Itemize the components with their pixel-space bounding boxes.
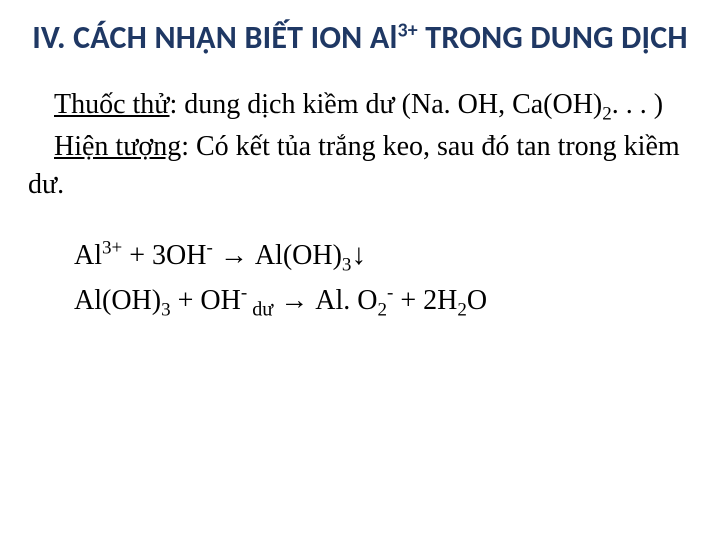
eq2-du-sub: dư: [247, 299, 273, 321]
eq2-rhs-a-sub: 2: [377, 300, 387, 321]
title-superscript: 3+: [398, 18, 418, 42]
eq2-rhs-b: + 2H: [393, 285, 457, 316]
reagent-paragraph: Thuốc thử: dung dịch kiềm dư (Na. OH, Ca…: [28, 86, 692, 124]
eq2-lhs-a-sub: 3: [161, 300, 171, 321]
eq1-lhs-a: Al: [74, 240, 102, 271]
equations-block: Al3+ + 3OH- → Al(OH)3↓ Al(OH)3 + OH- dư …: [28, 233, 692, 325]
eq2-lhs-a: Al(OH): [74, 285, 161, 316]
phenomenon-label: Hiện tượng: [54, 131, 181, 162]
eq2-rhs-a: Al. O: [315, 285, 377, 316]
phenomenon-paragraph: Hiện tượng: Có kết tủa trắng keo, sau đó…: [28, 128, 692, 204]
slide: IV. CÁCH NHẬN BIẾT ION Al3+ TRONG DUNG D…: [0, 0, 720, 540]
reagent-text-b: . . . ): [612, 89, 663, 120]
eq1-lhs-a-sup: 3+: [102, 238, 122, 259]
reagent-text-a: : dung dịch kiềm dư (Na. OH, Ca(OH): [170, 89, 603, 120]
title-text-post: TRONG DUNG DỊCH: [418, 18, 688, 57]
title-text-pre: IV. CÁCH NHẬN BIẾT ION Al: [32, 18, 397, 57]
eq1-rhs-a: Al(OH): [255, 240, 342, 271]
slide-body: Thuốc thử: dung dịch kiềm dư (Na. OH, Ca…: [28, 86, 692, 326]
eq2-rhs-c: O: [467, 285, 487, 316]
eq1-lhs-b: + 3OH: [122, 240, 206, 271]
eq2-arrow: →: [273, 285, 315, 316]
equation-1: Al3+ + 3OH- → Al(OH)3↓: [28, 233, 692, 279]
reagent-label: Thuốc thử: [54, 89, 170, 120]
eq2-rhs-b-sub: 2: [457, 300, 467, 321]
eq1-down-arrow: ↓: [351, 239, 366, 271]
reagent-sub: 2: [602, 104, 612, 125]
eq1-rhs-a-sub: 3: [342, 255, 352, 276]
slide-title: IV. CÁCH NHẬN BIẾT ION Al3+ TRONG DUNG D…: [28, 18, 692, 58]
equation-2: Al(OH)3 + OH- dư → Al. O2- + 2H2O: [28, 279, 692, 326]
eq1-arrow: →: [213, 240, 255, 271]
eq2-lhs-b: + OH: [171, 285, 241, 316]
